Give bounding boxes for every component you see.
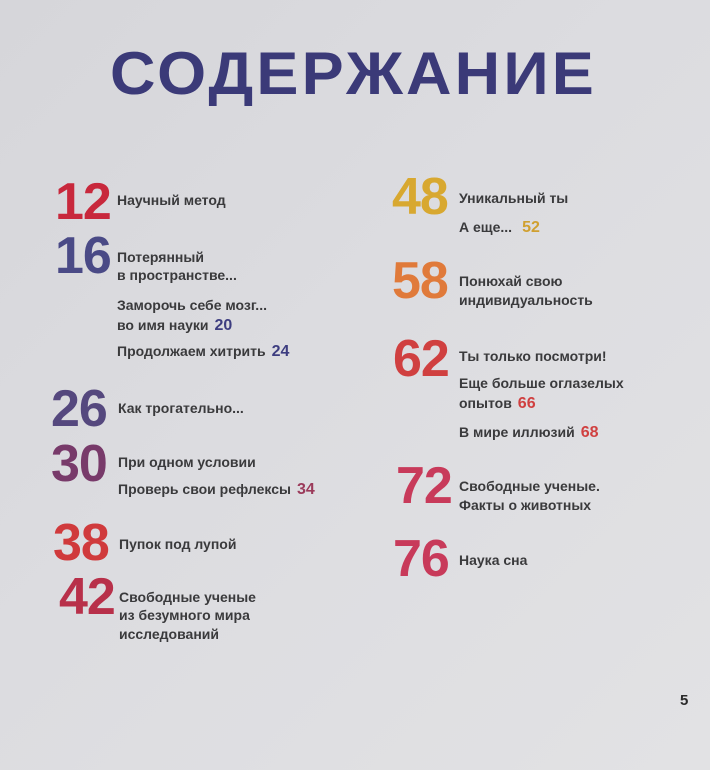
- toc-subentry-title[interactable]: Продолжаем хитрить 24: [117, 344, 289, 360]
- toc-subentry-title[interactable]: опытов 66: [459, 396, 536, 412]
- toc-page-number: 30: [51, 435, 108, 493]
- toc-subentry-text: В мире иллюзий: [459, 424, 575, 440]
- toc-page-number: 76: [393, 530, 450, 588]
- toc-subentry-text: Проверь свои рефлексы: [118, 481, 291, 497]
- toc-subentry-title[interactable]: Заморочь себе мозг...: [117, 297, 267, 313]
- toc-page-number: 26: [51, 380, 108, 438]
- toc-subentry-title[interactable]: Проверь свои рефлексы 34: [118, 482, 315, 498]
- toc-subentry-text: Продолжаем хитрить: [117, 343, 266, 359]
- toc-page-number: 12: [55, 173, 112, 231]
- toc-page-number: 38: [53, 514, 110, 572]
- toc-subentry-page: 20: [214, 317, 233, 334]
- toc-entry-title[interactable]: индивидуальность: [459, 292, 593, 308]
- toc-page-number: 58: [392, 252, 449, 310]
- toc-entry-title[interactable]: Как трогательно...: [118, 400, 244, 416]
- toc-entry-title[interactable]: из безумного мира: [119, 607, 250, 623]
- toc-entry-title[interactable]: Ты только посмотри!: [459, 348, 607, 364]
- toc-page-number: 62: [393, 330, 450, 388]
- toc-entry-title[interactable]: Уникальный ты: [459, 190, 569, 206]
- page-number: 5: [680, 692, 689, 709]
- toc-subentry-page: 52: [522, 219, 540, 236]
- toc-entry-title[interactable]: Факты о животных: [459, 497, 592, 513]
- toc-subentry-page: 24: [271, 343, 290, 360]
- toc-subentry-text: во имя науки: [117, 317, 209, 333]
- toc-page-number: 16: [55, 227, 112, 285]
- toc-entry-title[interactable]: Свободные ученые: [119, 589, 256, 605]
- toc-entry-title[interactable]: Потерянный: [117, 249, 204, 265]
- toc-subentry-title[interactable]: А еще... 52: [459, 220, 540, 236]
- toc-subentry-text: опытов: [459, 395, 512, 411]
- toc-entry-title[interactable]: Пупок под лупой: [119, 536, 237, 552]
- toc-page-number: 42: [59, 568, 116, 626]
- toc-subentry-title[interactable]: во имя науки 20: [117, 318, 232, 334]
- toc-entry-title[interactable]: исследований: [119, 626, 219, 642]
- toc-entry-title[interactable]: Понюхай свою: [459, 273, 563, 289]
- toc-entry-title[interactable]: Наука сна: [459, 552, 528, 568]
- toc-entry-title[interactable]: Свободные ученые.: [459, 478, 600, 494]
- toc-subentry-page: 34: [296, 481, 315, 498]
- toc-subentry-page: 66: [517, 395, 536, 412]
- toc-entry-title[interactable]: в пространстве...: [117, 267, 237, 283]
- toc-entry-title[interactable]: Научный метод: [117, 192, 226, 208]
- toc-entry-title[interactable]: При одном условии: [118, 454, 256, 470]
- toc-page-number: 48: [392, 168, 449, 226]
- toc-subentry-page: 68: [580, 424, 599, 441]
- toc-subentry-title[interactable]: В мире иллюзий 68: [459, 425, 599, 441]
- toc-subentry-title[interactable]: Еще больше оглазелых: [459, 375, 624, 391]
- toc-page-number: 72: [396, 457, 453, 515]
- page-title: СОДЕРЖАНИЕ: [110, 40, 597, 107]
- toc-subentry-text: А еще...: [459, 219, 513, 235]
